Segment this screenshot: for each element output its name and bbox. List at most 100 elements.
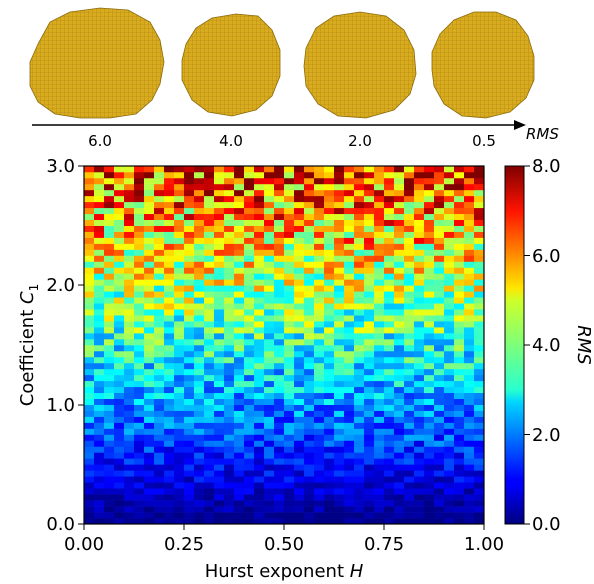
heatmap-cell — [394, 237, 405, 244]
heatmap-cell — [124, 446, 135, 453]
heatmap-cell — [174, 416, 185, 423]
heatmap-cell — [404, 333, 415, 340]
heatmap-cell — [304, 446, 315, 453]
heatmap-cell — [204, 273, 215, 280]
heatmap-cell — [214, 476, 225, 483]
heatmap-cell — [214, 350, 225, 358]
heatmap-cell — [394, 428, 405, 435]
heatmap-cell — [294, 356, 305, 364]
heatmap-cell — [384, 446, 395, 453]
heatmap-cell — [164, 166, 175, 173]
heatmap-cell — [364, 237, 375, 244]
heatmap-cell — [234, 309, 245, 316]
heatmap-cell — [474, 183, 485, 191]
heatmap-cell — [234, 398, 245, 405]
heatmap-cell — [164, 362, 175, 370]
heatmap-cell — [174, 434, 185, 441]
heatmap-cell — [254, 476, 265, 483]
heatmap-cell — [244, 321, 255, 328]
heatmap-cell — [404, 404, 415, 411]
heatmap-cell — [94, 309, 105, 316]
heatmap-cell — [454, 446, 465, 453]
heatmap-cell — [384, 225, 395, 232]
heatmap-cell — [444, 428, 455, 435]
x-tick-0: 0.00 — [64, 534, 104, 555]
heatmap-cell — [444, 166, 455, 173]
heatmap-cell — [314, 470, 325, 477]
heatmap-cell — [164, 452, 175, 459]
heatmap-cell — [254, 189, 265, 197]
heatmap-cell — [144, 452, 155, 459]
heatmap-cell — [454, 177, 465, 185]
heatmap-cell — [214, 171, 225, 179]
heatmap-cell — [204, 249, 215, 256]
heatmap-cell — [124, 231, 135, 238]
heatmap-cell — [184, 434, 195, 441]
heatmap-cell — [144, 440, 155, 447]
heatmap-cell — [454, 285, 465, 292]
heatmap-cell — [384, 261, 395, 268]
heatmap-cell — [304, 470, 315, 477]
heatmap-cell — [154, 183, 165, 191]
heatmap-cell — [214, 428, 225, 435]
heatmap-cell — [414, 428, 425, 435]
heatmap-cell — [264, 452, 275, 459]
heatmap-cell — [304, 464, 315, 471]
heatmap-cell — [424, 267, 435, 274]
heatmap-cell — [434, 279, 445, 286]
heatmap-cell — [244, 291, 255, 298]
heatmap-cell — [374, 189, 385, 197]
heatmap-cell — [134, 500, 145, 507]
heatmap-cell — [144, 458, 155, 465]
heatmap-cell — [174, 506, 185, 513]
heatmap-cell — [464, 255, 475, 262]
heatmap-cell — [304, 452, 315, 459]
heatmap-cell — [434, 416, 445, 423]
heatmap-cell — [414, 446, 425, 453]
heatmap-cell — [464, 446, 475, 453]
heatmap-cell — [354, 470, 365, 477]
heatmap-cell — [444, 195, 455, 203]
heatmap-cell — [194, 416, 205, 423]
heatmap-cell — [124, 488, 135, 495]
heatmap-cell — [104, 249, 115, 256]
heatmap-cell — [204, 279, 215, 286]
heatmap-cell — [284, 279, 295, 286]
heatmap-cell — [444, 458, 455, 465]
heatmap-cell — [174, 273, 185, 280]
heatmap-cell — [294, 273, 305, 280]
heatmap-cell — [84, 470, 95, 477]
heatmap-cell — [154, 518, 165, 525]
heatmap-cell — [274, 374, 285, 382]
heatmap-cell — [174, 482, 185, 489]
heatmap-cell — [314, 404, 325, 411]
heatmap-cell — [284, 315, 295, 322]
heatmap-cell — [324, 404, 335, 411]
heatmap-cell — [344, 177, 355, 185]
heatmap-cell — [344, 380, 355, 388]
heatmap-cell — [194, 464, 205, 471]
heatmap-cell — [214, 434, 225, 441]
heatmap-cell — [234, 350, 245, 358]
heatmap-cell — [284, 189, 295, 197]
heatmap-cell — [454, 386, 465, 394]
heatmap-cell — [454, 309, 465, 316]
heatmap-cell — [334, 482, 345, 489]
heatmap-cell — [124, 237, 135, 244]
heatmap-cell — [114, 261, 125, 268]
heatmap-cell — [174, 189, 185, 197]
heatmap-cell — [344, 333, 355, 340]
heatmap-cell — [164, 512, 175, 519]
heatmap-cell — [344, 237, 355, 244]
heatmap-cell — [424, 518, 435, 525]
heatmap-cell — [204, 518, 215, 525]
heatmap-cell — [474, 494, 485, 501]
heatmap-cell — [294, 213, 305, 220]
heatmap-cell — [124, 213, 135, 220]
heatmap-cell — [334, 518, 345, 525]
heatmap-cell — [134, 249, 145, 256]
heatmap-cell — [394, 213, 405, 220]
heatmap-cell — [224, 404, 235, 411]
heatmap-cell — [454, 171, 465, 179]
heatmap-cell — [234, 386, 245, 394]
